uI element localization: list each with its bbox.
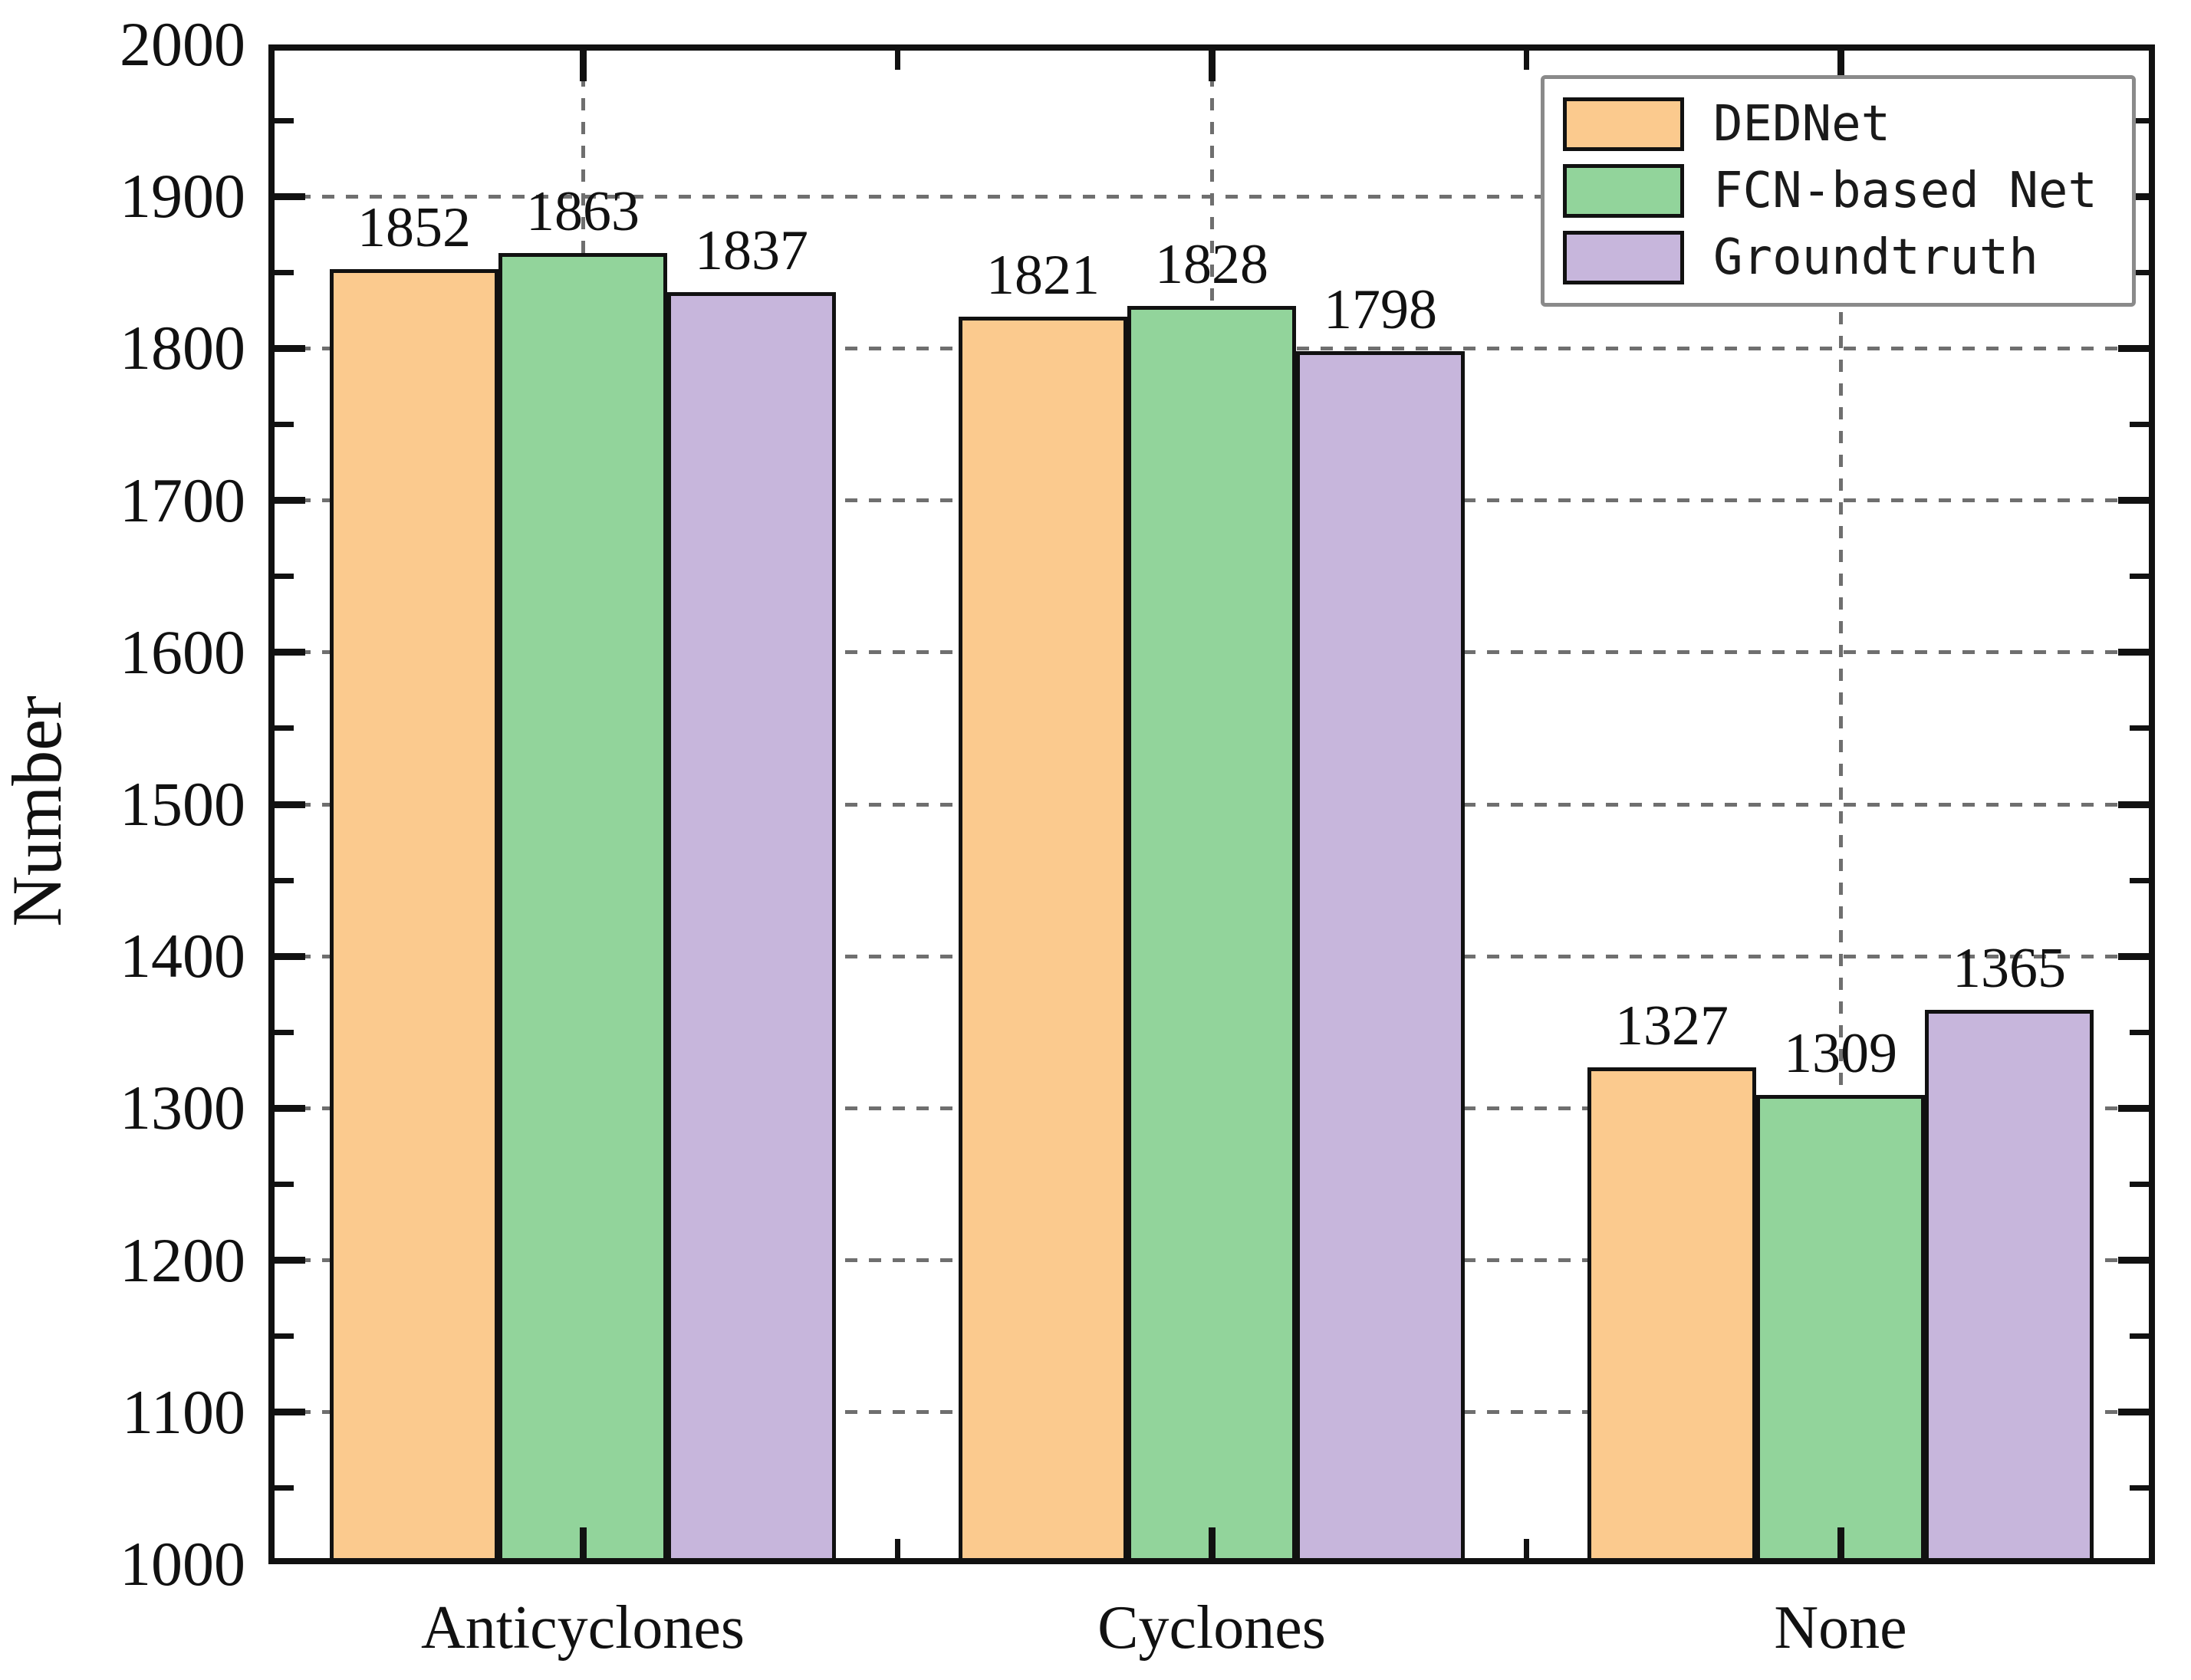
x-major-tick-bottom (1837, 1527, 1844, 1558)
bar-value-label: 1852 (357, 196, 471, 260)
y-major-tick-left (275, 649, 305, 656)
bar-groundtruth-cyclones (1296, 351, 1465, 1564)
bar-value-label: 1821 (986, 243, 1100, 307)
bar-fcn-based-net-cyclones (1127, 305, 1296, 1564)
bar-value-label: 1309 (1784, 1021, 1897, 1085)
y-major-tick-right (2118, 801, 2149, 808)
y-minor-tick-right (2130, 1029, 2149, 1035)
y-tick-label: 1300 (120, 1073, 245, 1143)
y-major-tick-left (275, 1409, 305, 1416)
bar-dednet-anticyclones (330, 269, 498, 1564)
y-major-tick-left (275, 801, 305, 808)
y-tick-label: 1100 (122, 1376, 245, 1447)
y-major-tick-left (275, 1257, 305, 1264)
y-tick-label: 1700 (120, 465, 245, 535)
bar-fcn-based-net-anticyclones (498, 252, 667, 1564)
y-minor-tick-left (275, 117, 294, 123)
y-major-tick-left (275, 1104, 305, 1112)
bar-dednet-cyclones (959, 316, 1127, 1564)
y-minor-tick-right (2130, 269, 2149, 275)
bar-value-label: 1828 (1155, 232, 1268, 296)
y-minor-tick-left (275, 1333, 294, 1340)
y-major-tick-right (2118, 1104, 2149, 1112)
legend-swatch-dednet (1563, 97, 1684, 151)
legend-label: DEDNet (1713, 96, 1891, 153)
legend-row: DEDNet (1563, 96, 2114, 153)
y-minor-tick-left (275, 725, 294, 732)
y-major-tick-left (275, 344, 305, 352)
y-tick-label: 1900 (120, 161, 245, 232)
x-major-tick-bottom (1208, 1527, 1216, 1558)
x-minor-tick-bottom (894, 1539, 900, 1558)
y-minor-tick-right (2130, 1182, 2149, 1187)
y-tick-label: 1600 (120, 616, 245, 687)
y-major-tick-right (2118, 1257, 2149, 1264)
y-tick-label: 1500 (120, 769, 245, 839)
y-major-tick-left (275, 192, 305, 200)
legend-swatch-fcn-based-net (1563, 164, 1684, 218)
y-tick-label: 1000 (120, 1529, 245, 1599)
x-major-tick-top (1208, 51, 1216, 81)
y-minor-tick-left (275, 574, 294, 580)
legend-label: Groundtruth (1713, 229, 2038, 286)
y-minor-tick-right (2130, 1485, 2149, 1491)
y-major-tick-right (2118, 344, 2149, 352)
bar-fcn-based-net-none (1756, 1094, 1925, 1564)
y-minor-tick-left (275, 1182, 294, 1187)
x-minor-tick-bottom (1523, 1539, 1529, 1558)
y-minor-tick-right (2130, 574, 2149, 580)
x-minor-tick-top (1523, 51, 1529, 70)
y-tick-label: 1200 (120, 1225, 245, 1295)
legend-swatch-groundtruth (1563, 231, 1684, 284)
bar-value-label: 1365 (1952, 936, 2066, 1000)
x-tick-label-anticyclones: Anticyclones (420, 1594, 745, 1662)
x-major-tick-bottom (579, 1527, 587, 1558)
x-tick-label-cyclones: Cyclones (1097, 1594, 1326, 1662)
y-minor-tick-left (275, 877, 294, 883)
bar-groundtruth-none (1925, 1009, 2094, 1564)
y-minor-tick-right (2130, 422, 2149, 427)
x-major-tick-top (579, 51, 587, 81)
y-minor-tick-left (275, 1029, 294, 1035)
legend: DEDNet FCN-based Net Groundtruth (1541, 75, 2136, 307)
x-minor-tick-top (894, 51, 900, 70)
y-minor-tick-right (2130, 725, 2149, 732)
y-major-tick-right (2118, 649, 2149, 656)
x-major-tick-top (1837, 51, 1844, 81)
bar-value-label: 1798 (1324, 278, 1437, 342)
y-major-tick-right (2118, 952, 2149, 960)
y-tick-label: 1800 (120, 313, 245, 383)
y-major-tick-left (275, 497, 305, 505)
bar-value-label: 1837 (695, 219, 808, 283)
y-minor-tick-right (2130, 117, 2149, 123)
bar-dednet-none (1587, 1067, 1756, 1564)
legend-row: FCN-based Net (1563, 163, 2114, 219)
bar-value-label: 1863 (526, 179, 640, 243)
y-major-tick-right (2118, 497, 2149, 505)
v-gridline (1838, 51, 1843, 1558)
legend-label: FCN-based Net (1713, 163, 2097, 219)
y-minor-tick-right (2130, 1333, 2149, 1340)
y-minor-tick-right (2130, 877, 2149, 883)
y-minor-tick-left (275, 1485, 294, 1491)
y-tick-label: 2000 (120, 9, 245, 79)
y-major-tick-left (275, 952, 305, 960)
x-tick-label-none: None (1774, 1594, 1907, 1662)
y-minor-tick-left (275, 422, 294, 427)
y-tick-label: 1400 (120, 921, 245, 991)
bar-value-label: 1327 (1615, 994, 1729, 1057)
bar-groundtruth-anticyclones (667, 292, 836, 1564)
y-major-tick-right (2118, 1409, 2149, 1416)
y-minor-tick-left (275, 269, 294, 275)
legend-row: Groundtruth (1563, 229, 2114, 286)
